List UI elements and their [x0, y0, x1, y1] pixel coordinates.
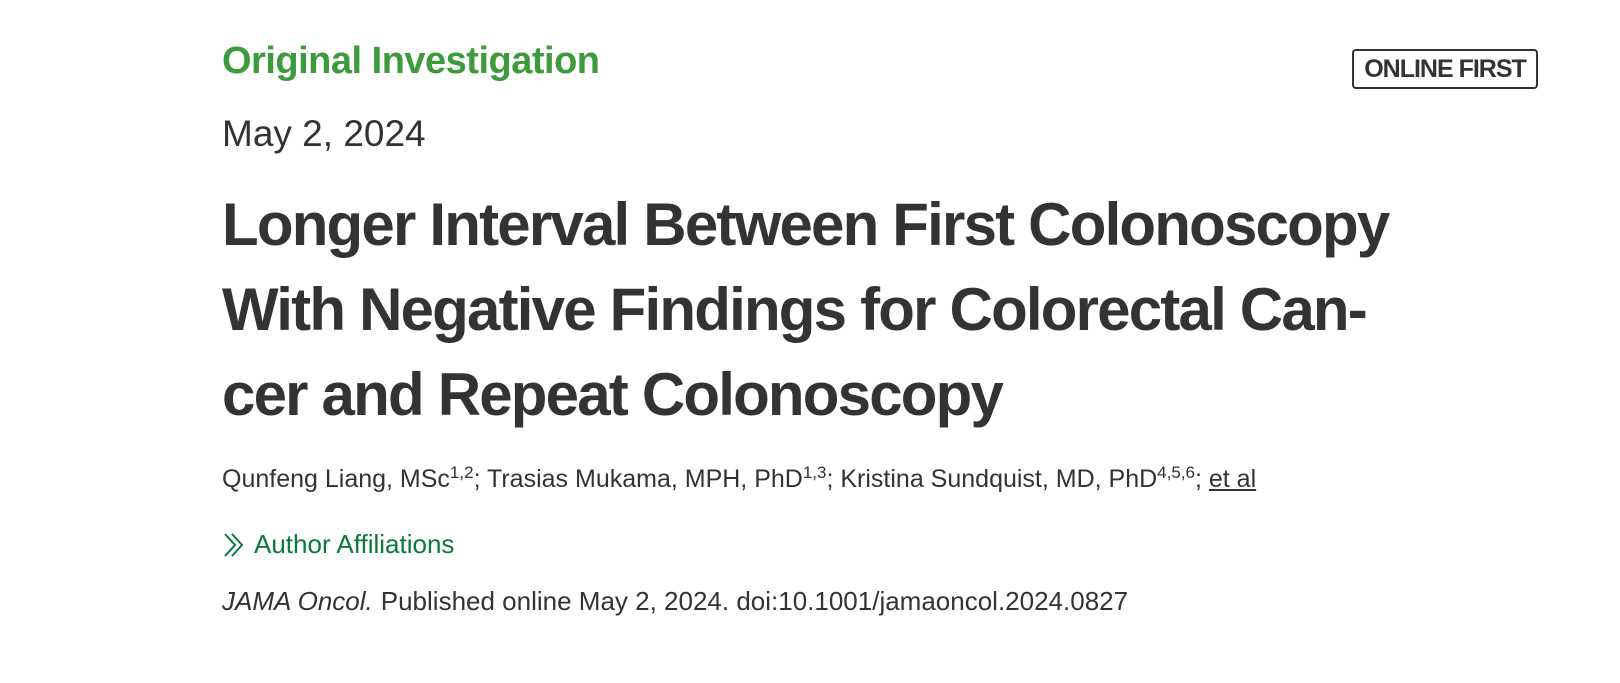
author-name: Trasias Mukama, MPH, PhD	[487, 465, 803, 493]
separator: ;	[473, 465, 481, 493]
title-line: Longer Interval Between First Colonoscop…	[222, 191, 1390, 258]
author-affiliations-link[interactable]: Author Affiliations	[254, 529, 455, 559]
et-al-link[interactable]: et al	[1208, 465, 1257, 493]
article-category: Original Investigation	[222, 40, 600, 82]
author-affiliation-number: 1,2	[449, 463, 474, 482]
author-affiliation-number: 1,3	[802, 463, 827, 482]
article-title: Longer Interval Between First Colonoscop…	[222, 182, 1390, 437]
author-list: Qunfeng Liang, MSc1,2; Trasias Mukama, M…	[222, 463, 1257, 494]
journal-name: JAMA Oncol.	[222, 586, 373, 616]
author-affiliations-toggle[interactable]: Author Affiliations	[222, 529, 454, 560]
author-affiliation-number: 4,5,6	[1157, 463, 1195, 482]
author-name: Qunfeng Liang, MSc	[222, 465, 450, 493]
citation: JAMA Oncol. Published online May 2, 2024.…	[222, 586, 1128, 617]
author-name: Kristina Sundquist, MD, PhD	[840, 465, 1158, 493]
citation-text: Published online May 2, 2024. doi:10.100…	[380, 586, 1129, 616]
title-line: With Negative Findings for Colorectal Ca…	[222, 276, 1368, 343]
article-date: May 2, 2024	[222, 113, 426, 154]
online-first-badge: ONLINE FIRST	[1352, 49, 1538, 89]
separator: ;	[1194, 465, 1202, 493]
separator: ;	[826, 465, 834, 493]
chevron-icon	[224, 532, 244, 557]
title-line: cer and Repeat Colonoscopy	[222, 361, 1004, 428]
